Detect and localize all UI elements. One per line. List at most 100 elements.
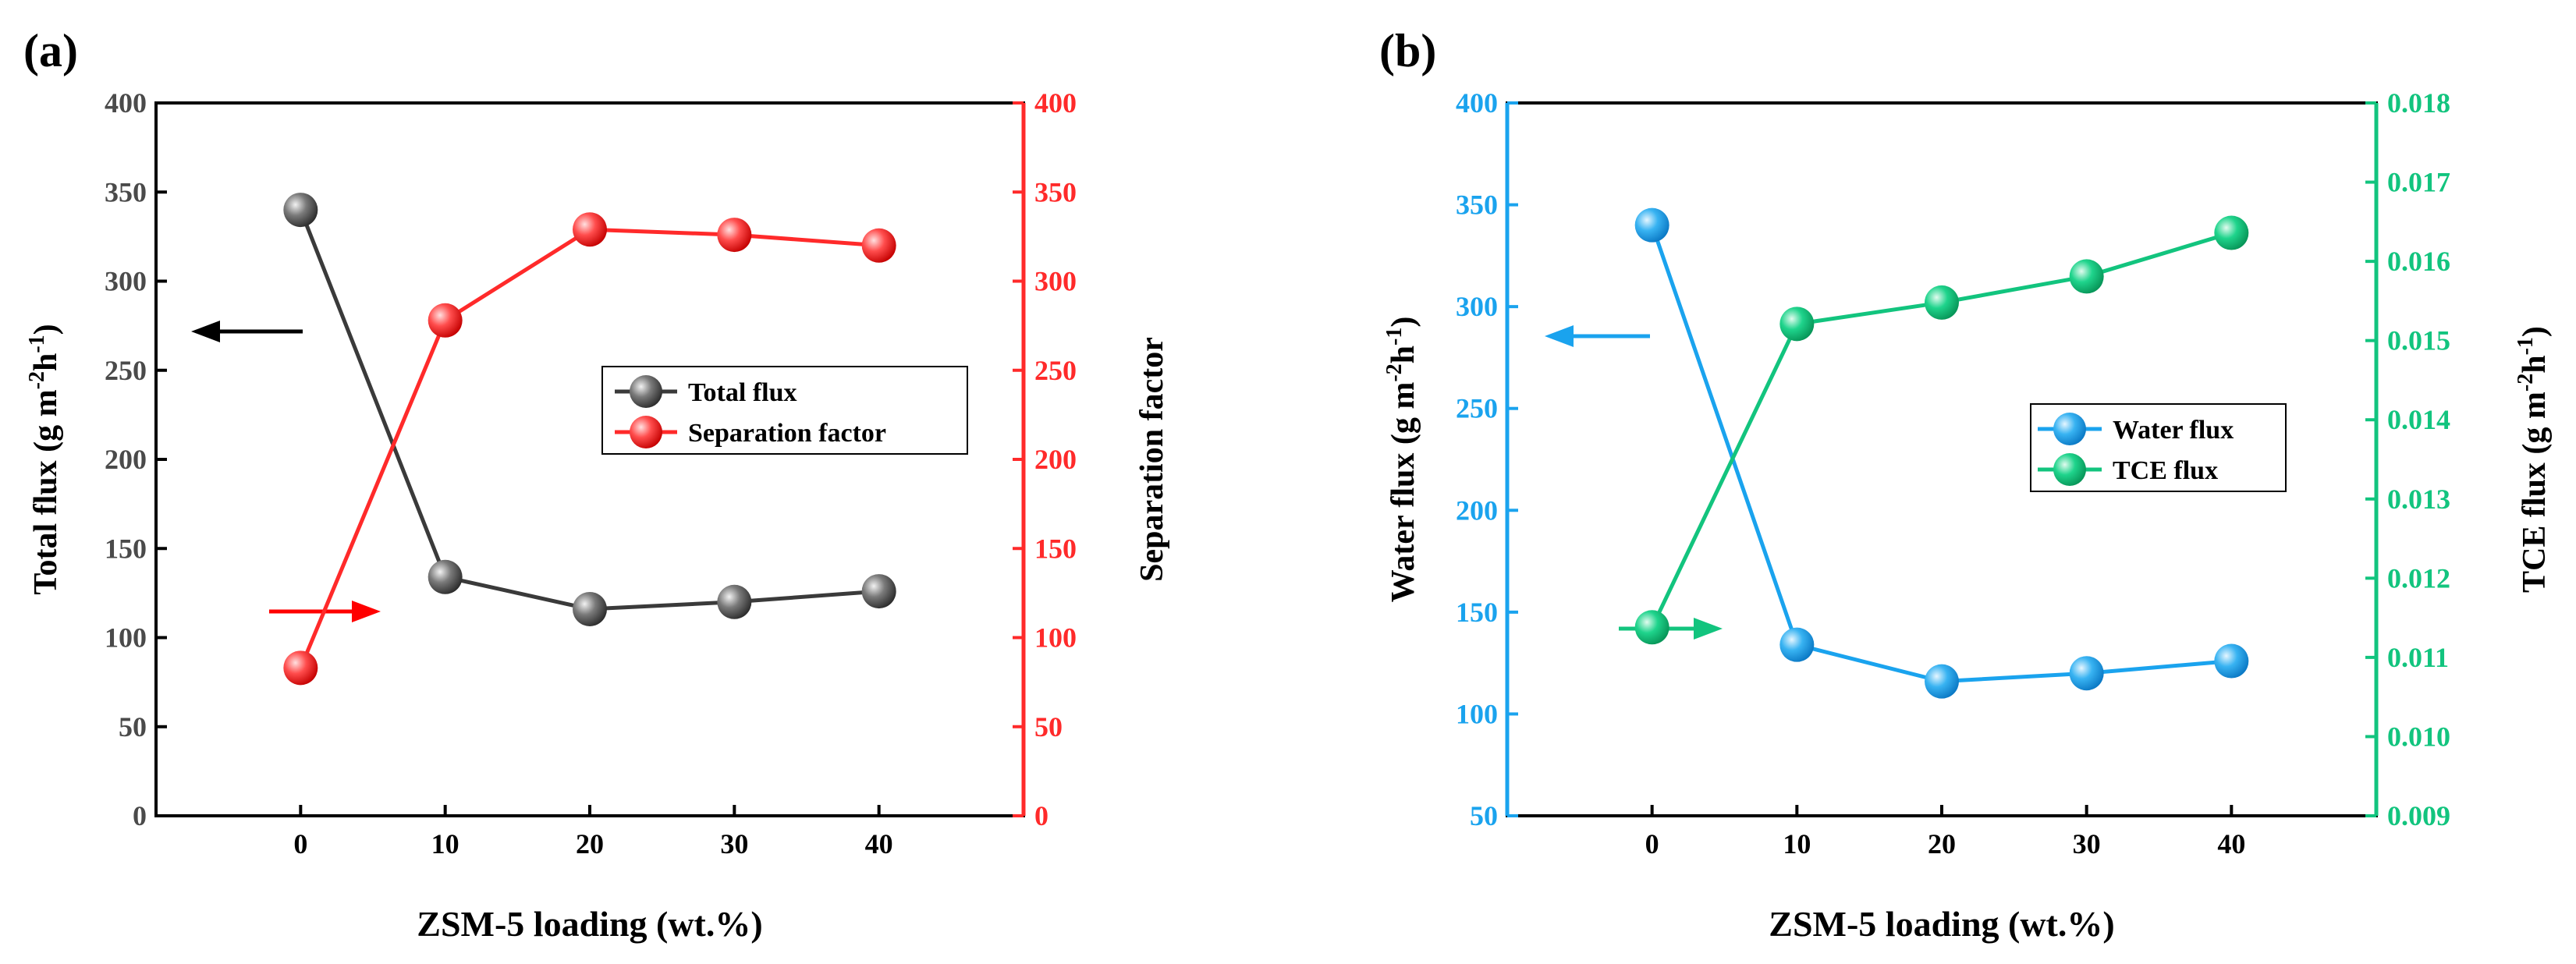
panel-b-left-tick-label-4: 250: [1456, 393, 1498, 424]
panel-a-series-0-point-3: [717, 584, 752, 619]
panel-b-left-axis-title-end: ): [1386, 317, 1421, 328]
panel-a-right-tick-label-0: 0: [1034, 800, 1048, 831]
panel-a-series-1-point-0: [283, 650, 318, 686]
panel-a-series: [283, 193, 896, 686]
panel-a-series-0-point-0: [283, 193, 318, 228]
panel-a-right-tick-label-1: 50: [1034, 711, 1063, 742]
panel-a-legend-label-separation-factor: Separation factor: [688, 419, 886, 448]
panel-b-left-tick-label-3: 200: [1456, 494, 1498, 526]
panel-a-x-tick-label-4: 40: [865, 828, 893, 859]
panel-a-series-0-point-1: [428, 559, 463, 594]
panel-a-left-axis-title-sup1: -2: [25, 371, 49, 389]
panel-a-series-1-point-1: [428, 303, 463, 338]
panel-b-left-tick-label-1: 100: [1456, 698, 1498, 729]
panel-b-left-tick-label-6: 350: [1456, 190, 1498, 221]
panel-b-x-tick-label-2: 20: [1928, 828, 1956, 859]
panel-b-legend-label-water-flux: Water flux: [2113, 416, 2234, 445]
panel-a-series-0-point-2: [573, 591, 607, 626]
panel-a-x-tick-label-0: 0: [293, 828, 307, 859]
panel-b-right-tick-label-4: 0.013: [2387, 484, 2450, 515]
panel-b-right-tick-label-7: 0.016: [2387, 246, 2450, 277]
panel-b-left-tick-label-2: 150: [1456, 597, 1498, 628]
panel-a-right-tick-label-3: 150: [1034, 533, 1077, 564]
panel-b-right-axis-ticks: 0.009 0.010 0.011 0.012 0.013 0.014 0.015 0.016…: [2365, 87, 2450, 831]
panel-b-series-0-point-2: [1925, 664, 1959, 699]
panel-b-right-tick-label-6: 0.015: [2387, 325, 2450, 356]
panel-b-left-tick-label-7: 400: [1456, 87, 1498, 119]
panel-b-left-axis-ticks: 50 100 150 200 250 300 350 400: [1456, 87, 1518, 831]
panel-b-series-1-point-2: [1925, 285, 1959, 320]
panel-b-left-axis-title-mid: h: [1386, 346, 1421, 363]
panel-a-left-tick-label-3: 150: [105, 533, 147, 564]
panel-b-right-axis-title-mid: h: [2517, 355, 2553, 373]
panel-a-left-axis-title-end: ): [28, 324, 64, 335]
panel-a-left-tick-label-7: 350: [105, 176, 147, 207]
panel-a-x-tick-label-3: 30: [720, 828, 748, 859]
panel-b-series-1-point-1: [1779, 307, 1815, 342]
panel-b-series-1-point-3: [2069, 259, 2104, 294]
panel-a-x-axis-ticks: 0 10 20 30 40: [293, 805, 893, 859]
panel-b-left-axis-title: Water flux (g m-2h-1): [1382, 317, 1421, 603]
panel-b-left-axis-title-main: Water flux (g m: [1386, 382, 1421, 603]
panel-b-series-0-point-3: [2069, 656, 2104, 691]
panel-a-right-tick-label-7: 350: [1034, 176, 1077, 207]
panel-b-right-tick-label-8: 0.017: [2387, 167, 2450, 198]
panel-b-right-axis-title: TCE flux (g m-2h-1): [2514, 326, 2553, 593]
panel-b-left-axis-title-sup1: -2: [1382, 363, 1407, 381]
panel-b-legend-marker-tce-flux: [2053, 453, 2086, 486]
panel-a-x-tick-label-1: 10: [431, 828, 459, 859]
panel-a-left-tick-label-2: 100: [105, 622, 147, 654]
panel-a-x-axis-title: ZSM-5 loading (wt.%): [417, 904, 762, 944]
panel-b-right-tick-label-9: 0.018: [2387, 87, 2450, 119]
panel-a-right-axis-title: Separation factor: [1134, 337, 1170, 582]
panel-a-right-tick-label-6: 300: [1034, 266, 1077, 297]
panel-b-x-tick-label-3: 30: [2073, 828, 2101, 859]
panel-a-right-tick-label-2: 100: [1034, 622, 1077, 654]
panel-a-series-1-point-2: [573, 212, 607, 247]
panel-b-series-0-point-4: [2214, 643, 2249, 679]
panel-b-x-tick-label-1: 10: [1783, 828, 1811, 859]
panel-b-legend-marker-water-flux: [2053, 413, 2086, 445]
panel-a-left-tick-label-6: 300: [105, 266, 147, 297]
panel-a-left-tick-label-0: 0: [133, 800, 147, 831]
panel-b-x-tick-label-4: 40: [2217, 828, 2245, 859]
panel-b-right-tick-label-3: 0.012: [2387, 562, 2450, 594]
panel-a-left-axis-ticks: 0 50 100 150 200 250 300 350 400: [105, 87, 167, 831]
panel-a-left-tick-label-1: 50: [119, 711, 147, 742]
panel-a-arrow-left: [191, 321, 303, 342]
panel-a-series-1-point-4: [861, 228, 896, 263]
panel-b-left-tick-label-0: 50: [1470, 800, 1498, 831]
panel-b-series-1-point-0: [1634, 610, 1669, 645]
panel-b-legend: Water flux TCE flux: [2030, 403, 2287, 492]
panel-b-x-axis-title: ZSM-5 loading (wt.%): [1769, 904, 2114, 944]
panel-a-left-tick-label-5: 250: [105, 355, 147, 386]
panel-b-x-tick-label-0: 0: [1645, 828, 1659, 859]
panel-a-left-axis-title-mid: h: [28, 353, 64, 371]
panel-b-legend-label-tce-flux: TCE flux: [2113, 456, 2218, 485]
panel-b-series: [1634, 207, 2249, 699]
panel-a-series-1-point-3: [717, 218, 752, 253]
panel-b-arrow-right: [1619, 618, 1723, 640]
panel-b-series-0-point-1: [1779, 627, 1815, 662]
panel-b-arrow-left: [1545, 325, 1650, 347]
panel-b-right-tick-label-5: 0.014: [2387, 404, 2450, 435]
panel-a-legend-box: [601, 366, 968, 455]
panel-b-label: (b): [1379, 25, 1436, 76]
panel-a-left-tick-label-4: 200: [105, 444, 147, 475]
panel-a-left-axis-title-sup2: -1: [25, 335, 49, 353]
panel-b-right-tick-label-0: 0.009: [2387, 800, 2450, 831]
panel-b-right-axis-title-sup1: -2: [2514, 374, 2538, 392]
panel-b-right-axis-title-end: ): [2517, 326, 2553, 337]
panel-a-series-0-point-4: [861, 574, 896, 609]
panel-a-left-axis-title: Total flux (g m-2h-1): [25, 324, 64, 594]
panel-a-legend-marker-separation-factor: [630, 416, 662, 448]
panel-b-right-tick-label-1: 0.010: [2387, 721, 2450, 752]
panel-b-left-tick-label-5: 300: [1456, 291, 1498, 322]
panel-a-x-tick-label-2: 20: [576, 828, 604, 859]
panel-b-right-axis-title-main: TCE flux (g m: [2517, 392, 2553, 593]
panel-a-right-tick-label-8: 400: [1034, 87, 1077, 119]
panel-a-label: (a): [23, 25, 78, 76]
